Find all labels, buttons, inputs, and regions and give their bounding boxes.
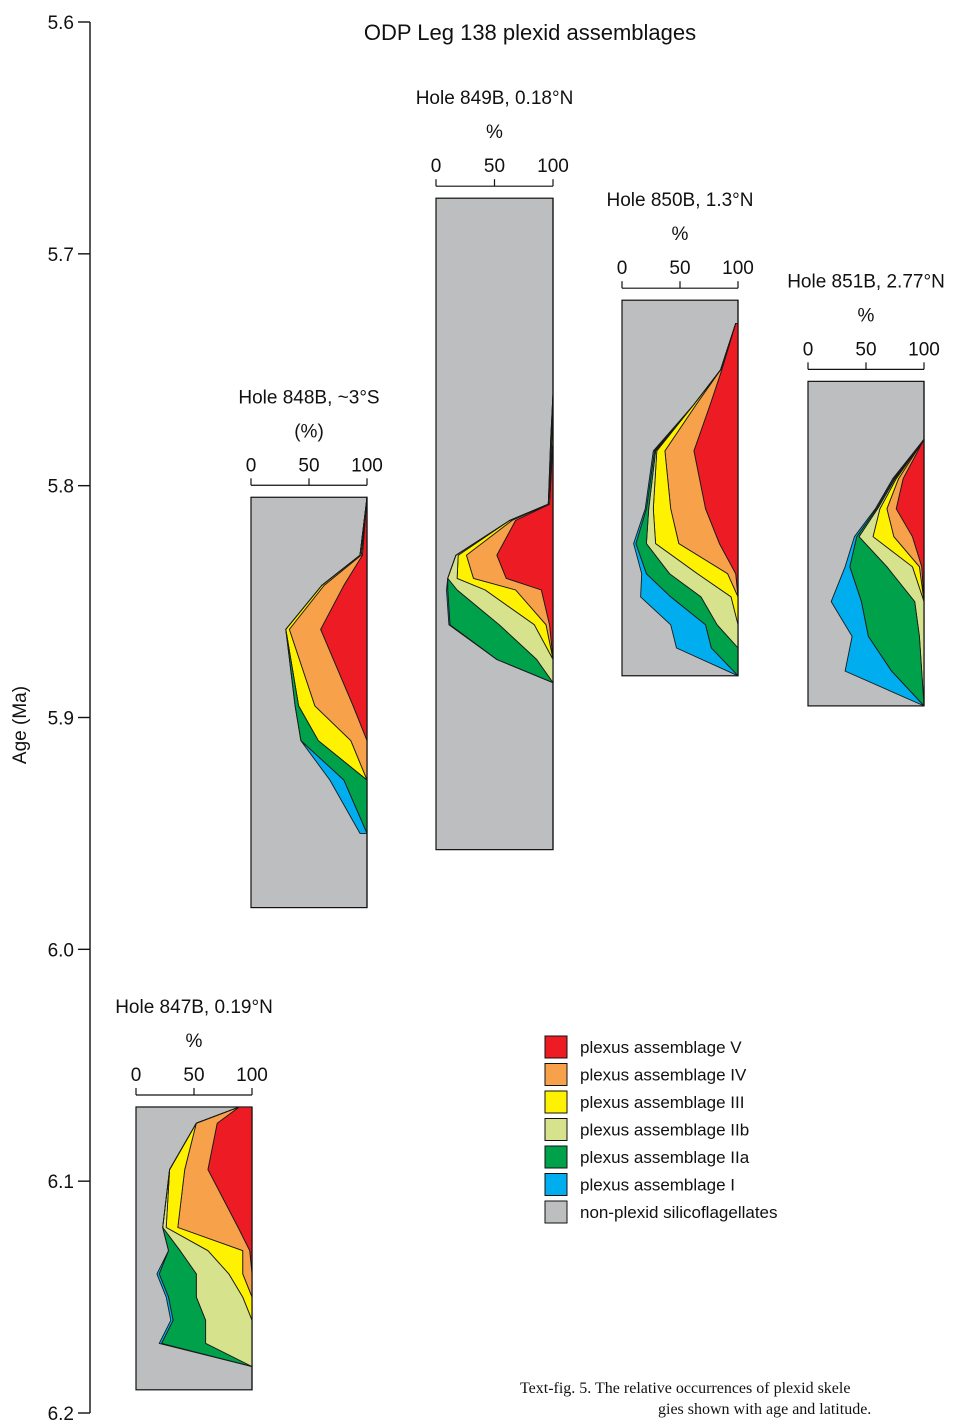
- x-tick-label: 100: [908, 339, 940, 360]
- x-tick-label: 100: [236, 1065, 268, 1086]
- panel-title: Hole 847B, 0.19°N: [115, 997, 273, 1018]
- x-tick-label: 50: [855, 339, 876, 360]
- legend-label-IIa: plexus assemblage IIa: [580, 1148, 750, 1167]
- legend-swatch-IIb: [544, 1118, 568, 1141]
- x-tick-label: 0: [131, 1065, 142, 1086]
- panel-title: Hole 851B, 2.77°N: [787, 271, 945, 292]
- panel-hole-847b: Hole 847B, 0.19°N% 0 50 100: [115, 997, 273, 1391]
- x-tick-label: 100: [722, 258, 754, 279]
- y-axis: 5.6 5.7 5.8 5.9 6.0 6.1 6.2: [48, 13, 91, 1425]
- y-tick-label: 5.7: [48, 245, 74, 266]
- x-tick-label: 0: [246, 455, 257, 476]
- x-tick-label: 0: [617, 258, 628, 279]
- legend-swatch-V: [544, 1035, 568, 1059]
- panel-hole-849b: Hole 849B, 0.18°N% 0 50 100: [416, 88, 574, 851]
- legend-swatch-I: [544, 1173, 568, 1196]
- y-tick-label: 6.0: [48, 940, 74, 961]
- caption-line-2: gies shown with age and latitude.: [658, 1401, 872, 1418]
- legend-label-IIb: plexus assemblage IIb: [580, 1121, 749, 1140]
- caption-line-1: Text-fig. 5. The relative occurrences of…: [520, 1380, 851, 1397]
- chart-title: ODP Leg 138 plexid assemblages: [364, 20, 696, 45]
- x-tick-label: 100: [351, 455, 383, 476]
- panel-title: Hole 849B, 0.18°N: [416, 88, 574, 109]
- legend: plexus assemblage V plexus assemblage IV p…: [544, 1035, 778, 1224]
- legend-swatch-IIa: [544, 1145, 568, 1169]
- legend-label-I: plexus assemblage I: [580, 1176, 735, 1195]
- panel-unit: %: [672, 224, 689, 245]
- area-assemblage-I: [285, 496, 368, 834]
- panel-unit: (%): [294, 421, 324, 442]
- panel-unit: %: [486, 122, 503, 143]
- x-tick-label: 50: [484, 156, 505, 177]
- panel-unit: %: [186, 1031, 203, 1052]
- x-tick-label: 100: [537, 156, 569, 177]
- legend-label-IV: plexus assemblage IV: [580, 1066, 747, 1085]
- x-tick-label: 0: [431, 156, 442, 177]
- panel-hole-848b: Hole 848B, ~3°S (%) 0 50 100: [238, 387, 383, 909]
- x-tick-label: 50: [298, 455, 319, 476]
- x-tick-label: 0: [803, 339, 814, 360]
- y-tick-label: 5.8: [48, 477, 74, 498]
- y-axis-label: Age (Ma): [10, 686, 31, 764]
- legend-label-non: non-plexid silicoflagellates: [580, 1203, 778, 1222]
- legend-swatch-non: [544, 1200, 568, 1224]
- figure-caption: Text-fig. 5. The relative occurrences of…: [520, 1378, 964, 1420]
- y-tick-label: 6.2: [48, 1404, 74, 1425]
- panel-unit: %: [858, 305, 875, 326]
- panel-title: Hole 850B, 1.3°N: [606, 190, 753, 211]
- legend-label-III: plexus assemblage III: [580, 1093, 744, 1112]
- legend-swatch-IV: [544, 1063, 568, 1086]
- panel-title: Hole 848B, ~3°S: [238, 387, 379, 408]
- legend-label-V: plexus assemblage V: [580, 1038, 742, 1057]
- area-assemblage-I: [633, 322, 739, 677]
- y-tick-label: 5.6: [48, 13, 74, 34]
- y-tick-label: 5.9: [48, 709, 74, 730]
- panel-hole-850b: Hole 850B, 1.3°N% 0 50 100: [606, 190, 754, 677]
- y-tick-label: 6.1: [48, 1172, 74, 1193]
- panel-hole-851b: Hole 851B, 2.77°N% 0 50 100: [787, 271, 945, 707]
- x-tick-label: 50: [183, 1065, 204, 1086]
- x-tick-label: 50: [669, 258, 690, 279]
- legend-swatch-III: [544, 1090, 568, 1114]
